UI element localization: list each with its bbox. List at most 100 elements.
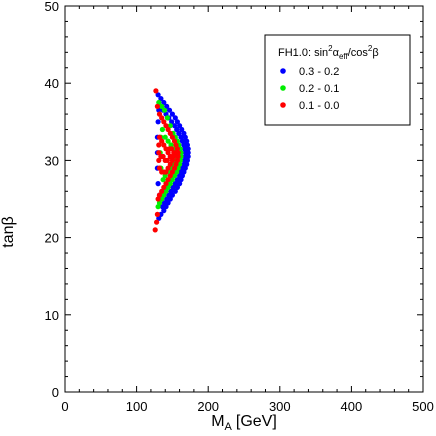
- data-point-s0-4: [166, 107, 173, 113]
- x-axis-label: MA [GeV]: [211, 413, 277, 433]
- data-point-s2-22: [163, 181, 169, 187]
- data-point-s0-28: [165, 200, 171, 206]
- data-point-s0-1: [158, 96, 164, 102]
- legend-title: FH1.0: sin2αeff/cos2β: [278, 44, 379, 61]
- data-point-s2-6: [161, 119, 167, 125]
- data-point-s2-53: [172, 150, 178, 156]
- data-point-s2-24: [159, 188, 165, 194]
- data-point-s2-37: [167, 161, 173, 167]
- plot-frame: [64, 5, 424, 393]
- x-tick-label: 500: [412, 399, 434, 414]
- data-point-s2-42: [156, 165, 163, 171]
- data-point-s2-47: [160, 153, 166, 160]
- x-tick-label: 100: [126, 399, 148, 414]
- x-tick-label: 200: [197, 399, 219, 414]
- data-point-s1-4: [167, 123, 173, 129]
- legend: FH1.0: sin2αeff/cos2β 0.3 - 0.2 0.2 - 0.1…: [264, 34, 411, 126]
- data-point-s0-7: [174, 119, 180, 125]
- y-tick-label: 30: [45, 153, 59, 168]
- data-point-s1-1: [159, 103, 165, 109]
- data-points: [152, 88, 191, 233]
- data-point-s2-25: [156, 192, 163, 198]
- data-point-s0-38: [171, 123, 178, 129]
- data-point-s2-4: [156, 111, 163, 117]
- data-point-s2-2: [154, 219, 160, 225]
- data-point-s2-28: [156, 134, 163, 140]
- data-point-s1-15: [174, 169, 180, 175]
- data-point-s0-42: [179, 138, 185, 144]
- data-point-s2-49: [164, 157, 170, 163]
- data-point-s0-39: [174, 126, 180, 133]
- x-tick-label: 300: [269, 399, 291, 414]
- data-point-s1-21: [161, 192, 167, 198]
- y-tick-label: 10: [45, 308, 59, 323]
- data-point-s2-0: [153, 88, 159, 94]
- y-tick-label: 20: [45, 231, 59, 246]
- y-axis-label: tanβ: [0, 216, 17, 247]
- data-point-s2-44: [156, 150, 162, 156]
- data-point-s1-27: [165, 138, 171, 144]
- data-point-s0-9: [179, 126, 185, 133]
- data-point-s2-20: [167, 173, 173, 179]
- data-point-s1-25: [159, 126, 165, 133]
- legend-marker: [280, 68, 286, 74]
- data-point-s2-23: [161, 184, 167, 190]
- data-point-s0-30: [161, 208, 167, 214]
- data-point-s2-3: [154, 103, 160, 109]
- data-point-s1-20: [163, 188, 169, 194]
- data-point-s2-16: [174, 157, 180, 163]
- data-point-s0-56: [166, 192, 172, 198]
- data-point-s2-1: [152, 227, 158, 233]
- data-point-s0-23: [177, 181, 183, 187]
- data-point-s2-18: [171, 165, 178, 171]
- data-point-s1-37: [160, 177, 166, 183]
- data-point-s2-51: [169, 146, 175, 152]
- data-point-s1-22: [159, 196, 165, 202]
- data-point-s0-55: [168, 188, 174, 194]
- data-point-s0-41: [178, 134, 184, 140]
- x-tick-label: 0: [61, 399, 68, 414]
- data-point-s2-38: [165, 165, 171, 171]
- data-point-s2-13: [174, 146, 180, 152]
- data-point-s2-10: [169, 134, 175, 140]
- data-point-s0-6: [172, 115, 178, 121]
- data-point-s0-37: [169, 119, 175, 125]
- data-point-s0-12: [184, 138, 190, 144]
- legend-marker: [280, 85, 286, 91]
- data-point-s0-44: [182, 146, 188, 152]
- data-point-s1-2: [161, 107, 168, 113]
- data-point-s2-29: [159, 138, 165, 144]
- data-point-s0-2: [161, 99, 167, 106]
- data-point-s0-65: [155, 119, 161, 125]
- data-point-s0-54: [170, 184, 176, 190]
- axis-ticks: 0 100 200 300 400 500 0 10 20 30 40 50: [45, 0, 434, 414]
- legend-box: [264, 34, 411, 126]
- legend-entry-label: 0.2 - 0.1: [299, 83, 339, 95]
- data-point-s0-5: [169, 111, 175, 117]
- data-point-s2-9: [167, 130, 173, 136]
- data-point-s1-3: [164, 115, 170, 121]
- data-point-s2-32: [165, 150, 171, 156]
- data-point-s0-57: [164, 196, 170, 202]
- data-point-s0-47: [182, 157, 188, 163]
- x-tick-label: 400: [341, 399, 363, 414]
- data-point-s2-7: [163, 123, 169, 129]
- data-point-s0-49: [179, 165, 185, 171]
- data-point-s0-25: [172, 188, 178, 194]
- data-point-s2-19: [169, 169, 175, 175]
- data-point-s0-14: [185, 146, 191, 152]
- data-point-s1-19: [165, 184, 171, 190]
- data-point-s0-32: [156, 215, 162, 221]
- data-point-s0-58: [161, 200, 168, 206]
- data-point-s0-0: [155, 92, 161, 98]
- data-point-s2-21: [165, 177, 171, 183]
- data-point-s1-24: [155, 204, 161, 210]
- data-point-s0-45: [182, 150, 188, 156]
- data-point-s1-26: [162, 134, 168, 140]
- data-point-s2-36: [169, 157, 175, 163]
- data-point-s0-61: [155, 181, 161, 187]
- data-point-s2-41: [159, 169, 165, 175]
- data-point-s0-46: [182, 153, 188, 160]
- data-point-s2-15: [175, 153, 181, 160]
